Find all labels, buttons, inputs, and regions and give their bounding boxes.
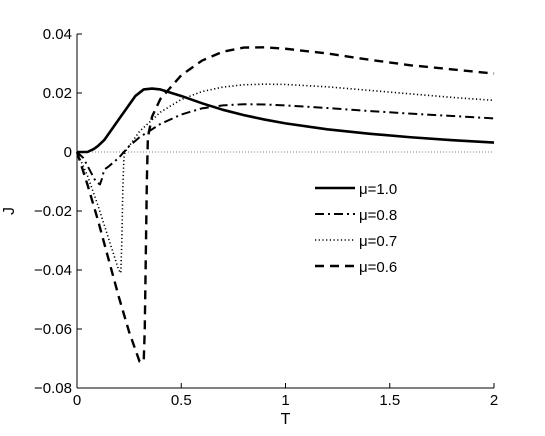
series-line-0 <box>77 87 495 154</box>
legend: μ=1.0 μ=0.8 μ=0.7 μ=0.6 <box>315 181 397 276</box>
y-tick-label: −0.08 <box>34 380 72 397</box>
x-tick-label: 1 <box>281 392 289 409</box>
y-tick-label: 0.04 <box>43 26 72 43</box>
x-tick-label: 0 <box>73 392 81 409</box>
legend-label-0: μ=1.0 <box>359 181 397 198</box>
y-tick-label: −0.04 <box>34 262 72 279</box>
x-axis-label: T <box>281 411 291 428</box>
series-line-2 <box>76 83 495 274</box>
series-layer <box>75 46 495 363</box>
series-line-1 <box>76 103 495 186</box>
series-line-3 <box>75 46 495 363</box>
y-axis-label: J <box>1 207 18 215</box>
x-tick-label: 2 <box>490 392 498 409</box>
legend-label-2: μ=0.7 <box>359 233 397 250</box>
y-tick-label: 0.02 <box>43 85 72 102</box>
legend-label-3: μ=0.6 <box>359 259 397 276</box>
x-tick-label: 0.5 <box>171 392 192 409</box>
y-tick-label: −0.02 <box>34 203 72 220</box>
axes <box>76 33 495 389</box>
legend-label-1: μ=0.8 <box>359 207 397 224</box>
y-tick-label: 0 <box>64 144 72 161</box>
y-tick-label: −0.06 <box>34 321 72 338</box>
x-tick-label: 1.5 <box>379 392 400 409</box>
tick-labels: 0 0.5 1 1.5 2 −0.08 −0.06 −0.04 −0.02 0 0.02 0.04 <box>34 26 498 409</box>
